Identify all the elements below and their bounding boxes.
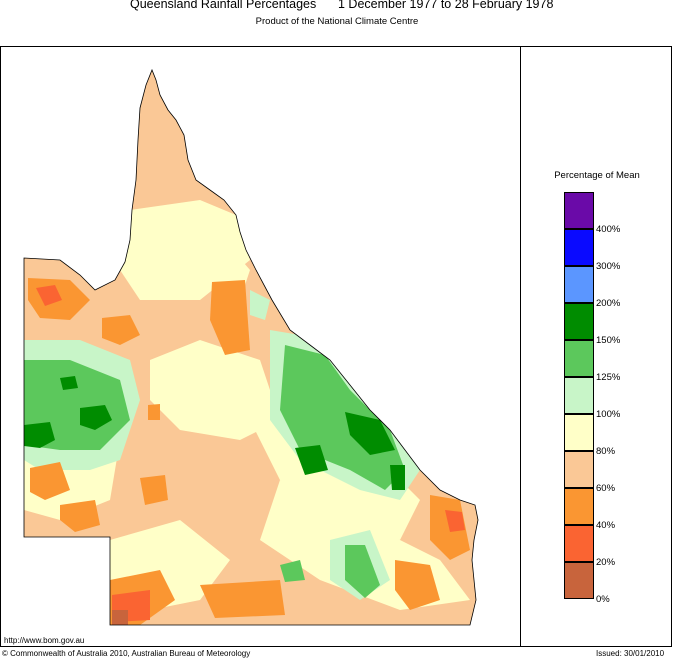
zone-40-60 (102, 315, 140, 345)
zone-150-plus (390, 465, 405, 490)
zone-100-125 (250, 290, 270, 320)
legend-label: 60% (596, 483, 616, 494)
queensland-outline (23, 68, 479, 626)
zone-40-60 (140, 475, 168, 505)
legend-label: 125% (596, 372, 621, 383)
issued-date: Issued: 30/01/2010 (596, 649, 665, 658)
zone-0-20 (112, 610, 128, 625)
legend-swatch (564, 303, 594, 340)
zone-150-plus (345, 412, 395, 455)
queensland-rainfall-map (23, 68, 479, 626)
legend-label: 200% (596, 298, 621, 309)
legend-label: 40% (596, 520, 616, 531)
legend-divider (520, 46, 521, 647)
legend-label: 300% (596, 261, 621, 272)
zone-40-60 (30, 462, 70, 500)
legend-swatch (564, 451, 594, 488)
legend-label: 20% (596, 557, 616, 568)
legend-label: 0% (596, 594, 610, 605)
legend-swatch (564, 414, 594, 451)
legend-swatch (564, 266, 594, 303)
zone-40-60 (395, 560, 440, 610)
zone-80-100 (150, 340, 280, 440)
legend-swatch (564, 192, 594, 229)
legend-label: 100% (596, 409, 621, 420)
legend-swatch (564, 562, 594, 599)
zone-125-150 (345, 545, 380, 598)
title-region: Queensland Rainfall Percentages (130, 0, 317, 11)
zone-40-60 (210, 280, 250, 355)
legend-label: 400% (596, 224, 621, 235)
legend-label: 150% (596, 335, 621, 346)
zone-40-60 (60, 500, 100, 532)
map-subtitle: Product of the National Climate Centre (255, 16, 419, 27)
legend-swatch (564, 229, 594, 266)
zone-150-plus (24, 422, 55, 448)
legend-title: Percentage of Mean (554, 170, 640, 181)
zone-150-plus (80, 405, 112, 430)
source-url[interactable]: http://www.bom.gov.au (4, 636, 85, 645)
zone-40-60 (200, 580, 285, 618)
zone-125-150 (280, 560, 305, 582)
legend-swatch (564, 377, 594, 414)
title-period: 1 December 1977 to 28 February 1978 (338, 0, 554, 11)
zone-20-40 (36, 285, 62, 306)
copyright-notice: © Commonwealth of Australia 2010, Austra… (2, 649, 251, 658)
zone-20-40 (445, 510, 465, 532)
zone-150-plus (60, 376, 78, 390)
map-frame (0, 46, 672, 647)
legend-swatch (564, 488, 594, 525)
legend-swatch (564, 525, 594, 562)
zone-150-plus (295, 445, 328, 475)
legend-label: 80% (596, 446, 616, 457)
zone-40-60 (148, 404, 160, 420)
legend-swatch (564, 340, 594, 377)
